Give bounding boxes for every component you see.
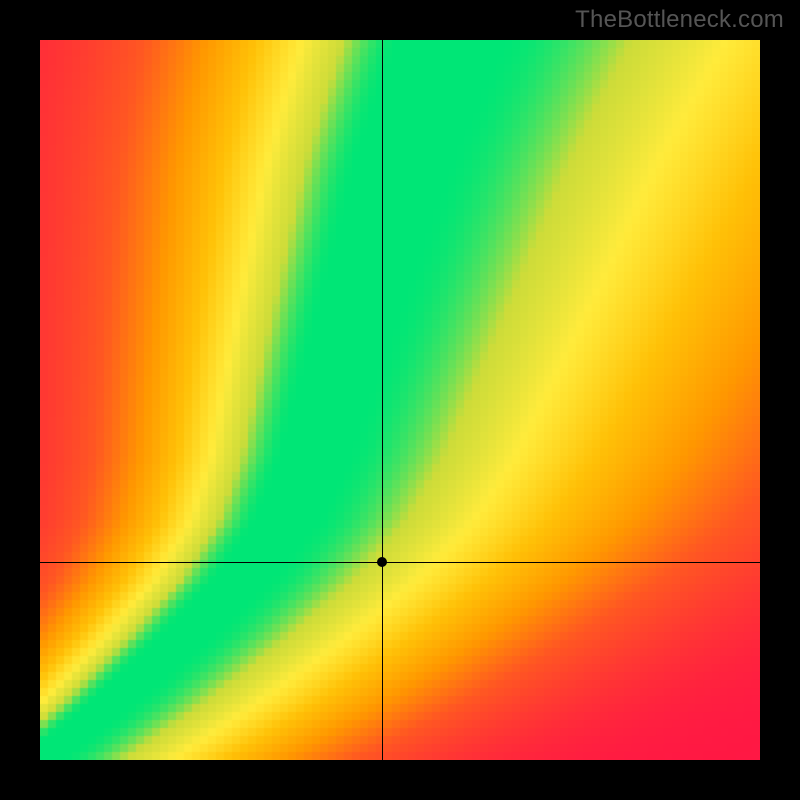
- heatmap-canvas: [40, 40, 760, 760]
- watermark-text: TheBottleneck.com: [575, 6, 784, 34]
- crosshair-vertical: [382, 40, 383, 760]
- crosshair-horizontal: [40, 562, 760, 563]
- marker-dot: [377, 557, 387, 567]
- heatmap-plot: [40, 40, 760, 760]
- chart-container: TheBottleneck.com: [0, 0, 800, 800]
